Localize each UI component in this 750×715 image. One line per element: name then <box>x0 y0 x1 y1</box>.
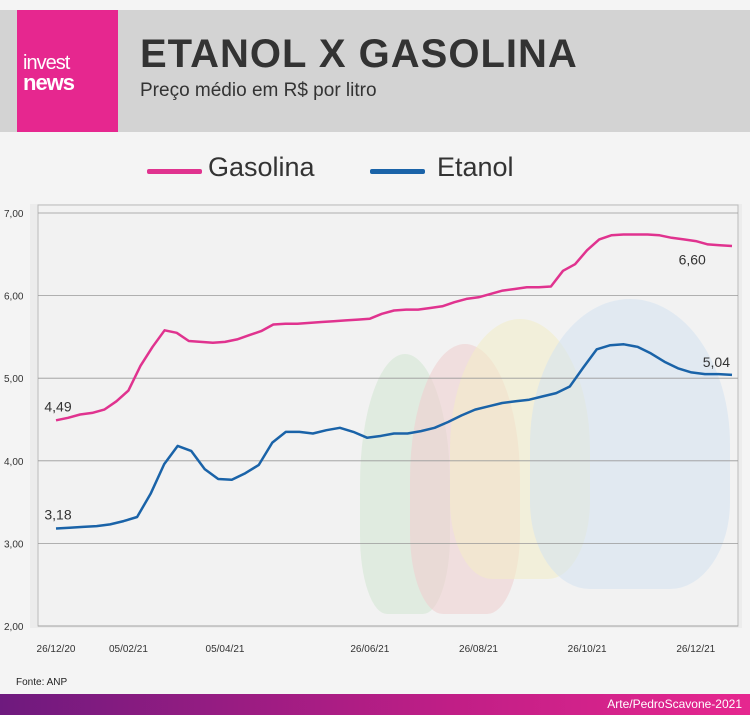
y-tick-label-0: 2,00 <box>4 622 24 633</box>
x-tick-label-5: 26/10/21 <box>568 644 607 655</box>
y-tick-label-4: 6,00 <box>4 292 24 303</box>
legend-label-etanol: Etanol <box>437 152 514 182</box>
footer-bar: Arte/PedroScavone-2021 <box>0 694 750 715</box>
plot-frame <box>37 204 739 627</box>
pump-nozzle-blue <box>530 299 730 589</box>
x-tick-label-6: 26/12/21 <box>676 644 715 655</box>
chart-title: ETANOL X GASOLINA <box>140 32 578 76</box>
data-label-gasolina-1: 6,60 <box>679 251 706 267</box>
x-tick-label-3: 26/06/21 <box>350 644 389 655</box>
logo-line-1: invest <box>23 52 70 74</box>
x-tick-label-4: 26/08/21 <box>459 644 498 655</box>
series-line-etanol <box>55 343 733 530</box>
logo-line-2: news <box>23 70 75 95</box>
data-label-etanol-1: 5,04 <box>703 354 730 370</box>
investnews-logo: invest news <box>17 10 118 132</box>
data-label-etanol-0: 3,18 <box>44 507 71 523</box>
x-tick-label-2: 05/04/21 <box>206 644 245 655</box>
y-tick-label-3: 5,00 <box>4 374 24 385</box>
x-tick-label-0: 26/12/20 <box>37 644 76 655</box>
legend: Gasolina Etanol <box>0 152 750 192</box>
legend-swatch-etanol <box>370 169 425 174</box>
source-note: Fonte: ANP <box>16 677 68 688</box>
y-tick-label-1: 3,00 <box>4 539 24 550</box>
y-tick-label-2: 4,00 <box>4 457 24 468</box>
header: invest news ETANOL X GASOLINA Preço médi… <box>0 10 750 132</box>
data-label-gasolina-0: 4,49 <box>44 398 71 414</box>
chart-subtitle: Preço médio em R$ por litro <box>140 80 377 101</box>
chart-background-photo <box>30 204 742 628</box>
series-line-gasolina <box>55 233 733 422</box>
y-tick-label-5: 7,00 <box>4 209 24 220</box>
credit-text: Arte/PedroScavone-2021 <box>607 697 742 711</box>
legend-swatch-gasolina <box>147 169 202 174</box>
x-tick-label-1: 05/02/21 <box>109 644 148 655</box>
legend-label-gasolina: Gasolina <box>208 152 315 182</box>
